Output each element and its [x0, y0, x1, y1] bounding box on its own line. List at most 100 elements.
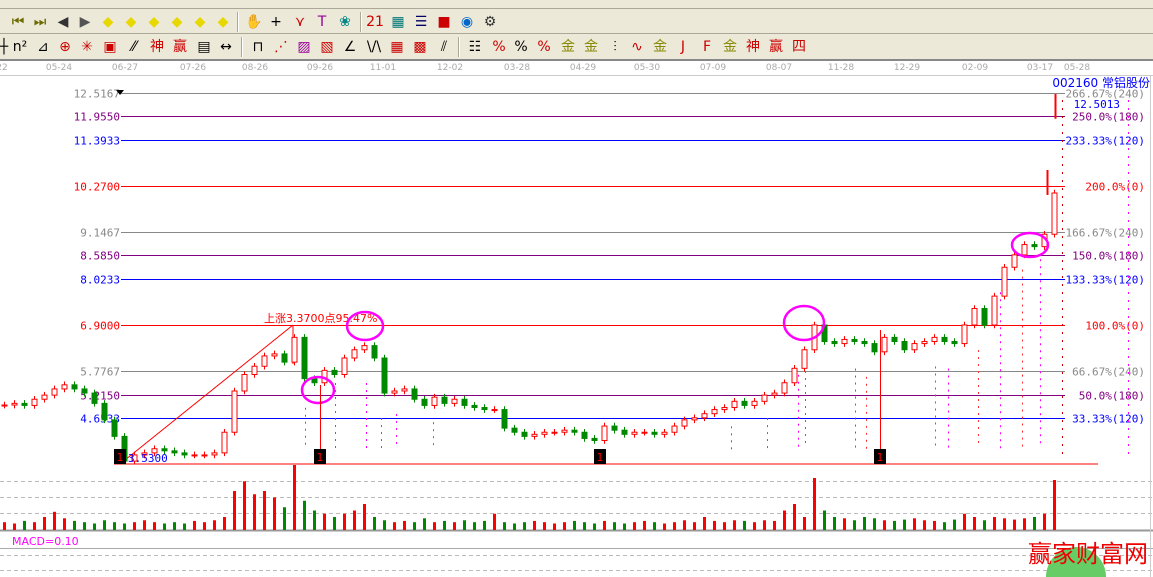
calculator-icon[interactable]: ▦ — [391, 14, 405, 30]
signal-dots — [1022, 332, 1023, 335]
volume-bar — [653, 522, 656, 530]
square-icon[interactable]: n² — [12, 39, 28, 55]
gann-fan-icon[interactable]: ▧ — [320, 39, 334, 55]
marker-box — [314, 449, 326, 465]
web-icon[interactable]: ✳ — [81, 39, 93, 55]
gold-circle-icon[interactable]: 金 — [561, 39, 575, 55]
candle-body — [1, 404, 8, 407]
ruler-icon[interactable]: ┼ — [0, 39, 9, 55]
angle-icon[interactable]: ∠ — [343, 39, 357, 55]
dot-column — [1062, 268, 1063, 270]
percent-icon[interactable]: % — [514, 39, 528, 55]
dot-column — [1128, 204, 1129, 206]
gold-fan-icon[interactable]: 金 — [723, 39, 737, 55]
target-icon[interactable]: ⊕ — [59, 39, 71, 55]
text-icon[interactable]: T — [317, 14, 327, 30]
candle-body — [101, 402, 108, 421]
scale-icon[interactable]: ▤ — [197, 39, 211, 55]
signal-dots — [935, 387, 936, 390]
level-percent-label: 233.33%(120) — [1066, 135, 1145, 148]
volume-bar — [903, 519, 906, 530]
triangle-icon[interactable]: ⊿ — [37, 39, 49, 55]
candle-body — [731, 400, 738, 408]
first-icon[interactable]: ⏮ — [11, 14, 25, 30]
gann-box-icon[interactable]: ▨ — [297, 39, 311, 55]
fan-icon[interactable]: ⋰ — [274, 39, 288, 55]
crosshair-icon[interactable]: + — [270, 14, 282, 30]
ying-icon[interactable]: 赢 — [173, 39, 187, 55]
signal-dots — [855, 396, 856, 399]
signal-dots — [381, 425, 382, 428]
volume-bar — [363, 504, 366, 530]
volume-bar — [863, 517, 866, 530]
dot-column — [1062, 340, 1063, 342]
sine-icon[interactable]: ∿ — [631, 39, 643, 55]
toolbar-separator — [241, 37, 243, 57]
cycle-icon[interactable]: ⫶ — [613, 39, 617, 55]
candle-body — [691, 417, 698, 421]
fib-icon[interactable]: ☷ — [468, 39, 482, 55]
shrink-icon[interactable]: ◆ — [171, 14, 183, 30]
signal-dots — [1000, 425, 1001, 428]
ratio-icon[interactable]: ⁄⁄ — [131, 39, 137, 55]
save-icon[interactable]: ■ — [437, 14, 451, 30]
network-icon[interactable]: ◉ — [460, 14, 474, 30]
signal-dots — [1040, 259, 1041, 262]
brain-icon[interactable]: ❀ — [339, 14, 351, 30]
level-price-label: 4.6533 — [80, 413, 120, 426]
j-fan-icon[interactable]: J — [680, 39, 686, 55]
parallel-icon[interactable]: ⫽ — [440, 39, 448, 55]
last-icon[interactable]: ⏭ — [33, 14, 47, 30]
signal-dots — [1000, 439, 1001, 442]
dot-column — [1128, 444, 1129, 446]
highlight-circle — [345, 310, 385, 342]
percent-line-icon[interactable]: % — [492, 39, 506, 55]
dot-column — [1128, 292, 1129, 294]
volume-bar — [623, 523, 626, 530]
volume-bar — [853, 520, 856, 530]
candle-body — [471, 404, 478, 408]
dot-column — [1062, 220, 1063, 222]
wave-icon[interactable]: \/\ — [366, 39, 382, 55]
signal-dots — [1000, 306, 1001, 309]
date-tick: 12-29 — [893, 63, 921, 73]
next-icon[interactable]: ▶ — [79, 14, 91, 30]
signal-dots — [1022, 346, 1023, 349]
ying-fan-icon[interactable]: 赢 — [769, 39, 783, 55]
move-right-icon[interactable]: ◆ — [125, 14, 137, 30]
gold-levels-icon[interactable]: 金 — [584, 39, 598, 55]
connect-icon[interactable]: ⚙ — [483, 14, 497, 30]
period-icon[interactable]: ⊓ — [252, 39, 264, 55]
volume-bar — [993, 517, 996, 530]
shen-fan-icon[interactable]: 神 — [746, 39, 760, 55]
volume-bar — [683, 520, 686, 530]
dot-column — [1062, 116, 1063, 118]
move-left-icon[interactable]: ◆ — [102, 14, 114, 30]
candle-body — [841, 338, 848, 345]
four-fan-icon[interactable]: 四 — [792, 39, 806, 55]
candle-body — [361, 345, 368, 351]
expand-icon[interactable]: ◆ — [148, 14, 160, 30]
zoom-in-icon[interactable]: ◆ — [194, 14, 206, 30]
price-pointer-icon — [116, 90, 124, 95]
volume-bar — [933, 520, 936, 530]
gold-icon[interactable]: 金 — [653, 39, 667, 55]
zoom-out-icon[interactable]: ◆ — [217, 14, 229, 30]
candle-body — [381, 357, 388, 394]
shen-icon[interactable]: 神 — [150, 39, 164, 55]
width-icon[interactable]: ↔ — [220, 39, 232, 55]
box-web-icon[interactable]: ▣ — [103, 39, 117, 55]
prev-icon[interactable]: ◀ — [57, 14, 69, 30]
signal-dots — [1040, 322, 1041, 325]
percent-levels-icon[interactable]: % — [537, 39, 551, 55]
dot-column — [1062, 148, 1063, 150]
grid2-icon[interactable]: ▩ — [413, 39, 427, 55]
grid-icon[interactable]: ▦ — [390, 39, 404, 55]
level-percent-label: 133.33%(120) — [1066, 274, 1145, 287]
f-fan-icon[interactable]: F — [702, 39, 712, 55]
hand-icon[interactable]: ✋ — [245, 14, 263, 30]
line-icon[interactable]: ⋎ — [294, 14, 306, 30]
notes-icon[interactable]: ☰ — [414, 14, 428, 30]
calendar-icon[interactable]: 21 — [366, 14, 384, 30]
